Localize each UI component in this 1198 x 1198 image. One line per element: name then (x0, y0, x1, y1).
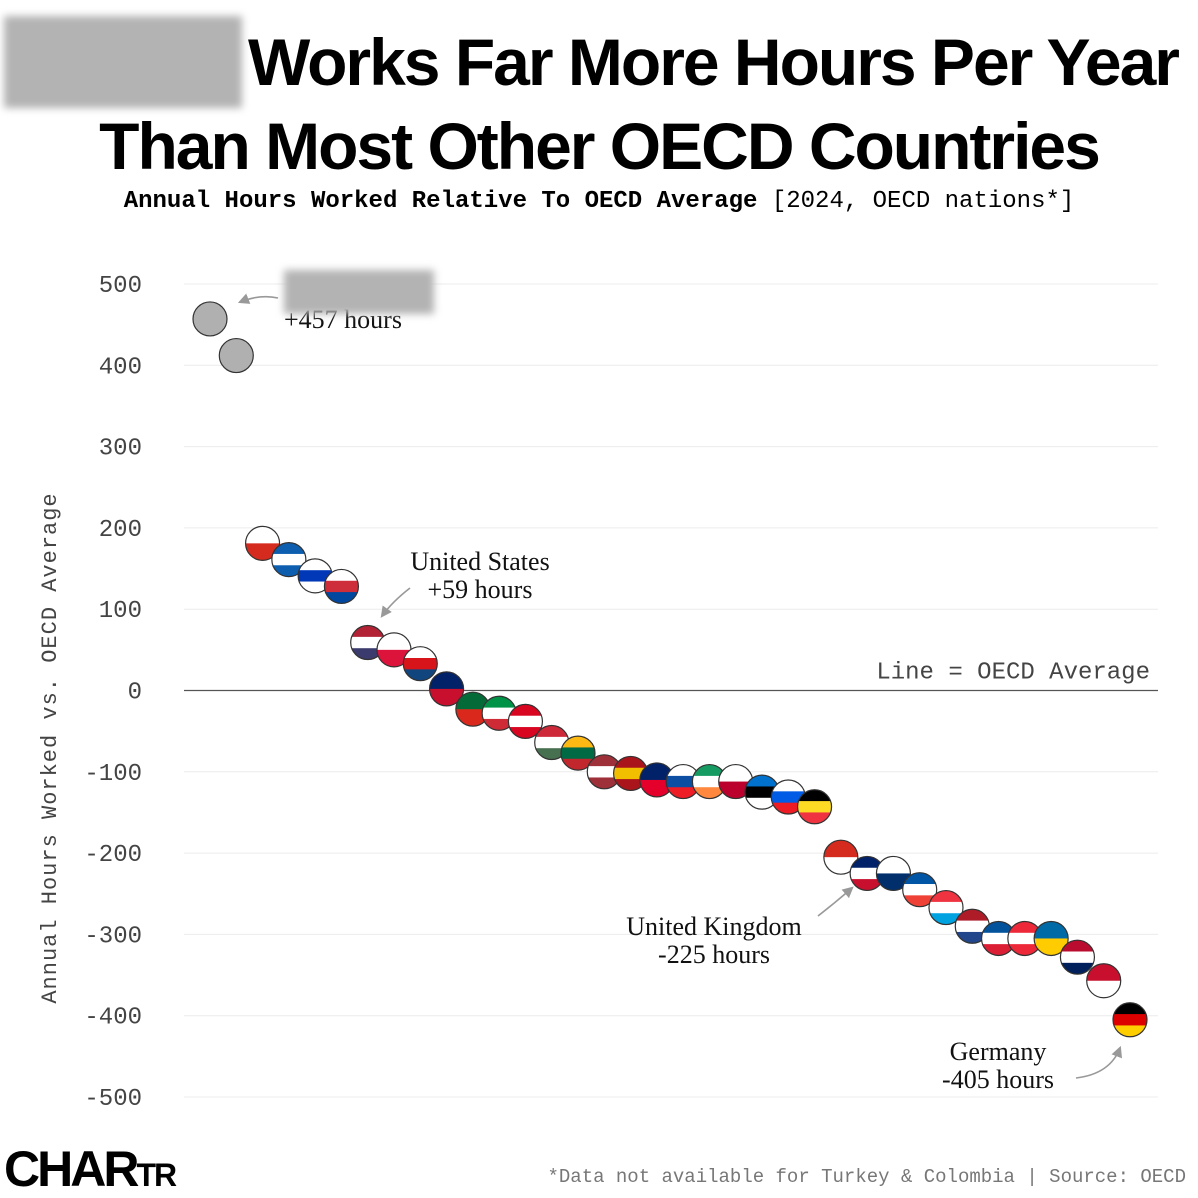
chartr-logo: CHARTR (4, 1141, 177, 1197)
data-point: Canada (507, 703, 544, 739)
data-point: Switzerland (823, 839, 859, 875)
data-point: New Zealand (428, 671, 465, 707)
annotation: United Kingdom-225 hours (626, 886, 854, 969)
data-point: Finland (875, 855, 912, 892)
y-tick-label: -400 (84, 1005, 142, 1032)
annotation-arrow (380, 587, 411, 618)
annotation: United States+59 hours (380, 547, 550, 618)
data-point: France (902, 872, 938, 908)
y-tick-label: 100 (99, 598, 142, 625)
y-tick-label: 200 (99, 517, 142, 544)
data-point: Sweden (1033, 920, 1069, 957)
annotation: Germany-405 hours (942, 1037, 1123, 1094)
data-point: Portugal (455, 691, 491, 727)
data-point: Norway (1059, 939, 1096, 975)
y-tick-label: 300 (99, 436, 142, 463)
data-point: Denmark (1086, 963, 1122, 999)
chart-subtitle: Annual Hours Worked Relative To OECD Ave… (0, 188, 1198, 215)
data-point (192, 301, 228, 337)
annotation-arrow (237, 293, 279, 304)
chart-title-line-2: Than Most Other OECD Countries (99, 109, 1101, 183)
annotation-arrow (1075, 1045, 1123, 1079)
data-point: Germany (1112, 1002, 1148, 1038)
redacted-country-name (4, 16, 242, 108)
country-points: ChileGreeceIsraelSouth KoreaUnited State… (192, 301, 1148, 1038)
data-point: Greece (271, 542, 307, 578)
y-tick-label: -100 (84, 761, 142, 788)
data-point: Japan (718, 763, 754, 800)
annotation-text: +59 hours (428, 575, 533, 604)
chart-title-line-1: Works Far More Hours Per Year (248, 25, 1180, 99)
oecd-average-line: Line = OECD Average (184, 660, 1158, 692)
data-point: South Korea (323, 568, 360, 605)
data-point: Czechia (402, 646, 438, 682)
source-note: *Data not available for Turkey & Colombi… (547, 1166, 1186, 1188)
redacted-annotation-name (284, 270, 434, 314)
y-tick-label: -200 (84, 842, 142, 869)
subtitle-main: Annual Hours Worked Relative To OECD Ave… (123, 188, 758, 215)
y-tick-label: -500 (84, 1086, 142, 1113)
annotation-text: United Kingdom (626, 912, 802, 941)
data-point: Chile (244, 525, 281, 561)
data-point: Lithuania (560, 735, 596, 771)
reference-line-label: Line = OECD Average (876, 660, 1150, 687)
annotation-text: Germany (950, 1037, 1047, 1066)
data-point (218, 337, 254, 374)
y-axis-label: Annual Hours Worked vs. OECD Average (38, 492, 63, 1003)
annotation-arrow (817, 886, 854, 917)
annotation-text: -405 hours (942, 1065, 1054, 1094)
data-point: Luxembourg (928, 889, 964, 926)
y-tick-label: -300 (84, 923, 142, 950)
y-tick-label: 0 (128, 680, 142, 707)
data-point: Belgium (796, 789, 833, 825)
subtitle-qualifier: [2024, OECD nations*] (771, 188, 1075, 215)
y-tick-label: 400 (99, 354, 142, 381)
y-tick-label: 500 (99, 273, 142, 300)
y-axis-ticks: 500 400 300 200 100 0 -100 -200 -300 -400 -500 (84, 273, 142, 1113)
annotation-text: -225 hours (658, 940, 770, 969)
annotation-text: United States (410, 547, 549, 576)
data-point: Australia (639, 762, 675, 798)
